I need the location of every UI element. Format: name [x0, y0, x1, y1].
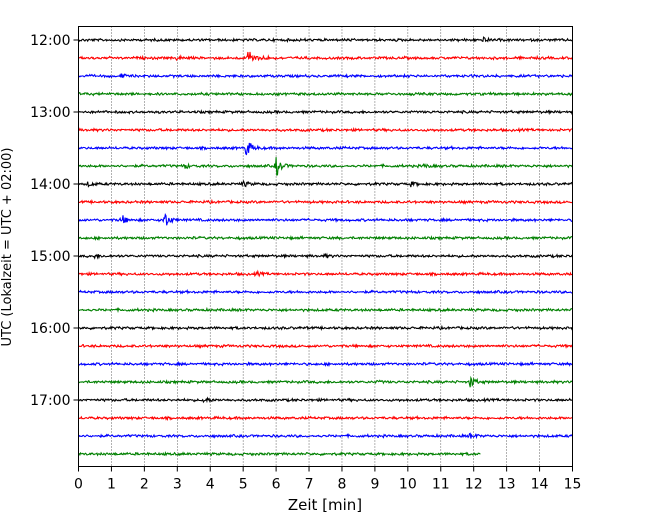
x-tick-label-14: 14 [531, 477, 549, 493]
x-axis: 0 1 2 3 4 5 6 7 8 9 10 11 12 13 14 15 [74, 466, 582, 493]
y-axis: 12:00 13:00 14:00 15:00 16:00 17:00 [30, 33, 79, 409]
trace-1300 [78, 109, 574, 116]
x-tick-label-10: 10 [399, 477, 417, 493]
trace-layer [77, 36, 574, 457]
y-tick-label-14:00: 14:00 [30, 177, 70, 193]
trace-1730 [78, 432, 573, 440]
trace-1430 [78, 213, 573, 226]
trace-1330 [78, 142, 573, 156]
x-tick-label-7: 7 [305, 477, 314, 493]
x-tick-label-0: 0 [74, 477, 83, 493]
vertical-grid [111, 26, 540, 467]
x-axis-label: Zeit [min] [288, 496, 362, 514]
trace-1645 [78, 375, 573, 388]
y-axis-label: UTC (Lokalzeit = UTC + 02:00) [0, 148, 15, 347]
trace-1515 [78, 269, 573, 278]
x-tick-label-6: 6 [272, 477, 281, 493]
trace-1245 [78, 91, 573, 98]
y-tick-label-16:00: 16:00 [30, 321, 70, 337]
x-tick-label-12: 12 [465, 477, 483, 493]
x-tick-label-3: 3 [173, 477, 182, 493]
y-tick-label-15:00: 15:00 [30, 249, 70, 265]
trace-1700 [78, 396, 573, 404]
x-tick-label-1: 1 [107, 477, 116, 493]
y-tick-label-13:00: 13:00 [30, 105, 70, 121]
x-tick-label-4: 4 [206, 477, 215, 493]
trace-1545 [78, 306, 573, 314]
x-tick-label-5: 5 [239, 477, 248, 493]
x-tick-label-8: 8 [338, 477, 347, 493]
trace-1745 [78, 451, 481, 457]
trace-1615 [78, 343, 573, 349]
x-tick-label-2: 2 [140, 477, 149, 493]
x-tick-label-15: 15 [564, 477, 582, 493]
y-tick-label-17:00: 17:00 [30, 393, 70, 409]
trace-1530 [78, 289, 573, 295]
trace-1600 [78, 324, 574, 332]
trace-1230 [78, 72, 573, 79]
trace-1315 [78, 126, 573, 134]
trace-1215 [78, 51, 573, 62]
trace-1500 [78, 252, 573, 260]
x-tick-label-9: 9 [370, 477, 379, 493]
trace-1630 [78, 360, 573, 368]
trace-1715 [78, 415, 573, 422]
trace-1345 [77, 157, 573, 176]
x-tick-label-11: 11 [432, 477, 450, 493]
y-tick-label-12:00: 12:00 [30, 33, 70, 49]
trace-1200 [77, 36, 573, 44]
trace-1400 [78, 180, 574, 188]
plot-frame [78, 26, 573, 467]
trace-1415 [78, 198, 573, 206]
x-tick-label-13: 13 [498, 477, 516, 493]
trace-1445 [78, 234, 573, 242]
